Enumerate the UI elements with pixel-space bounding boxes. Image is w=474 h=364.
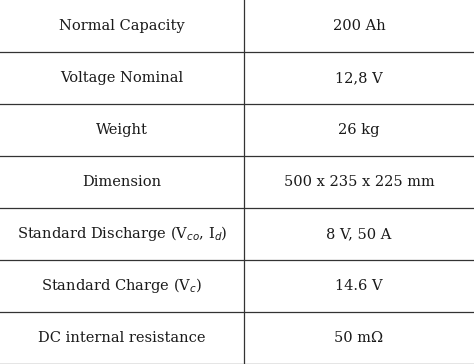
Text: 12,8 V: 12,8 V bbox=[335, 71, 383, 85]
Text: Standard Charge (V$_{c}$): Standard Charge (V$_{c}$) bbox=[41, 277, 203, 296]
Text: 14.6 V: 14.6 V bbox=[335, 279, 383, 293]
Text: 50 mΩ: 50 mΩ bbox=[335, 331, 383, 345]
Text: 26 kg: 26 kg bbox=[338, 123, 380, 137]
Text: 200 Ah: 200 Ah bbox=[333, 19, 385, 33]
Text: Dimension: Dimension bbox=[82, 175, 162, 189]
Text: Voltage Nominal: Voltage Nominal bbox=[61, 71, 183, 85]
Text: DC internal resistance: DC internal resistance bbox=[38, 331, 206, 345]
Text: 500 x 235 x 225 mm: 500 x 235 x 225 mm bbox=[283, 175, 435, 189]
Text: Normal Capacity: Normal Capacity bbox=[59, 19, 185, 33]
Text: Weight: Weight bbox=[96, 123, 148, 137]
Text: Standard Discharge (V$_{co}$, I$_{d}$): Standard Discharge (V$_{co}$, I$_{d}$) bbox=[17, 225, 228, 244]
Text: 8 V, 50 A: 8 V, 50 A bbox=[327, 227, 392, 241]
